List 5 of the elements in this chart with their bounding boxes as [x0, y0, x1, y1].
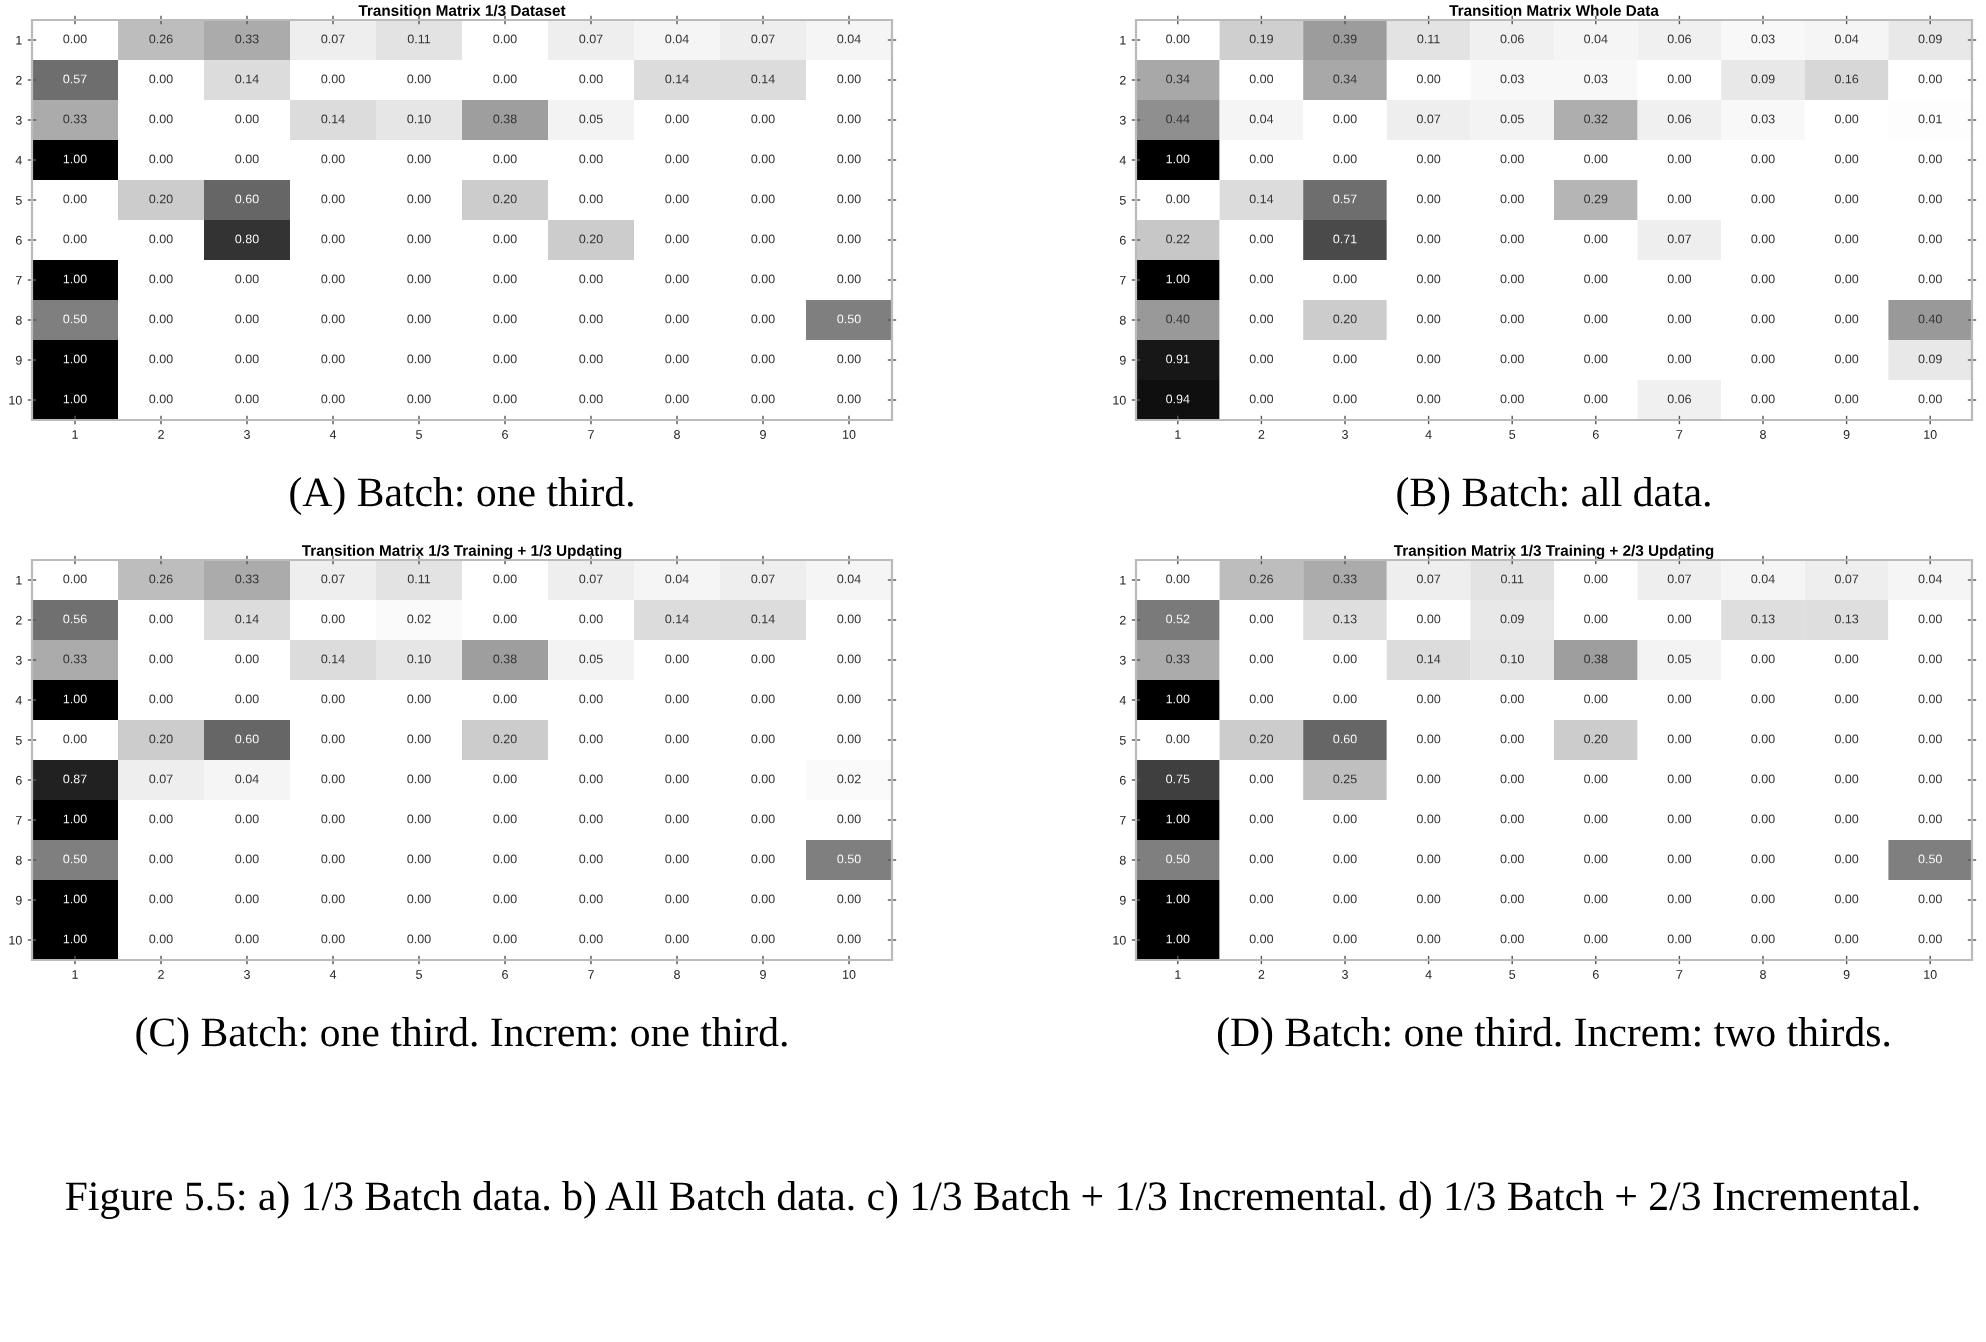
caption: Figure 5.5: a) 1/3 Batch data. b) All Batch data. c) 1/3 Batch + 1/3 Incremental. d) 1/3 Batch + 2/3 Incremental. — [65, 1181, 1919, 1219]
text: (B) Batch: all data. — [1397, 477, 1710, 515]
text: (D) Batch: one third. Increm: two thirds. — [1217, 1017, 1890, 1055]
text: (C) Batch: one third. Increm: one third. — [136, 1017, 787, 1055]
text: (A) Batch: one third. — [290, 477, 633, 515]
